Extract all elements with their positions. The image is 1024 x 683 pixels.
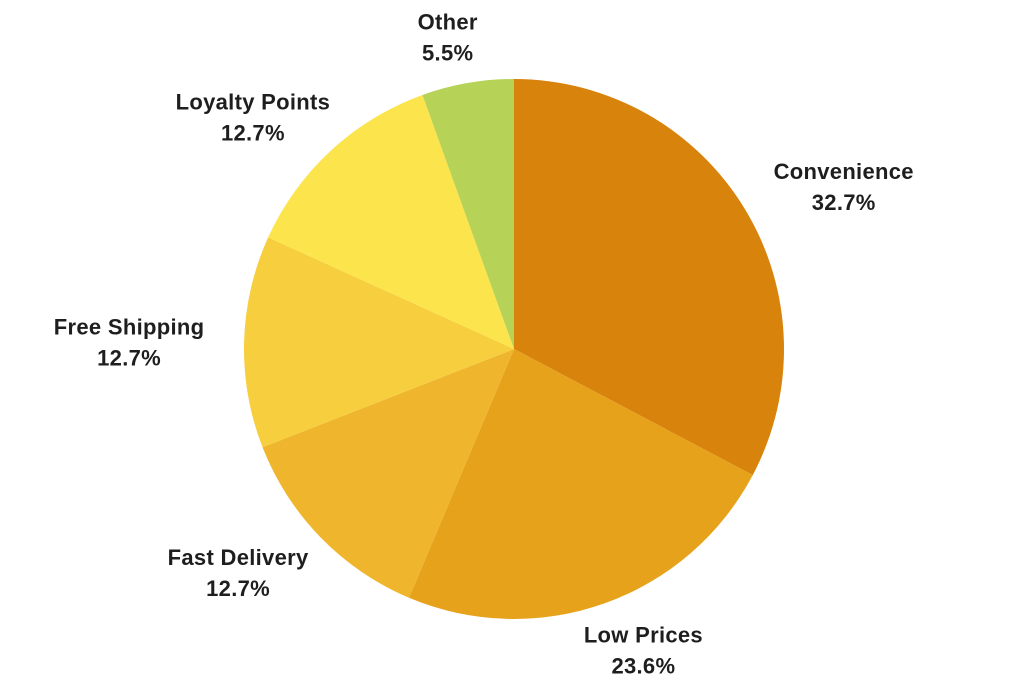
pie-slice-low-prices xyxy=(409,349,753,619)
pie-label-name: Other xyxy=(418,10,478,35)
pie-label-loyalty-points: Loyalty Points 12.7% xyxy=(176,89,331,145)
pie-label-free-shipping: Free Shipping 12.7% xyxy=(54,315,205,371)
pie-slice-free-shipping xyxy=(243,237,514,448)
pie-label-name: Convenience xyxy=(774,159,914,184)
pie-label-percent: 23.6% xyxy=(611,654,675,679)
pie-label-percent: 32.7% xyxy=(812,190,876,215)
pie-label-percent: 5.5% xyxy=(422,41,473,66)
pie-slice-loyalty-points xyxy=(268,94,514,350)
pie-label-name: Low Prices xyxy=(584,623,703,648)
pie-label-percent: 12.7% xyxy=(206,576,270,601)
pie-label-low-prices: Low Prices 23.6% xyxy=(584,623,703,679)
pie-label-name: Free Shipping xyxy=(54,315,205,340)
pie-labels: Convenience 32.7% Low Prices 23.6% Fast Deli… xyxy=(54,10,914,679)
pie-label-fast-delivery: Fast Delivery 12.7% xyxy=(168,545,309,601)
pie-slices xyxy=(243,79,784,619)
pie-label-convenience: Convenience 32.7% xyxy=(774,159,914,215)
pie-label-percent: 12.7% xyxy=(97,346,161,371)
pie-label-other: Other 5.5% xyxy=(418,10,478,66)
pie-label-percent: 12.7% xyxy=(221,120,285,145)
pie-slice-convenience xyxy=(514,79,784,476)
pie-slice-other xyxy=(422,79,514,349)
pie-slice-fast-delivery xyxy=(262,349,514,598)
pie-label-name: Fast Delivery xyxy=(168,545,309,570)
pie-label-name: Loyalty Points xyxy=(176,89,331,114)
